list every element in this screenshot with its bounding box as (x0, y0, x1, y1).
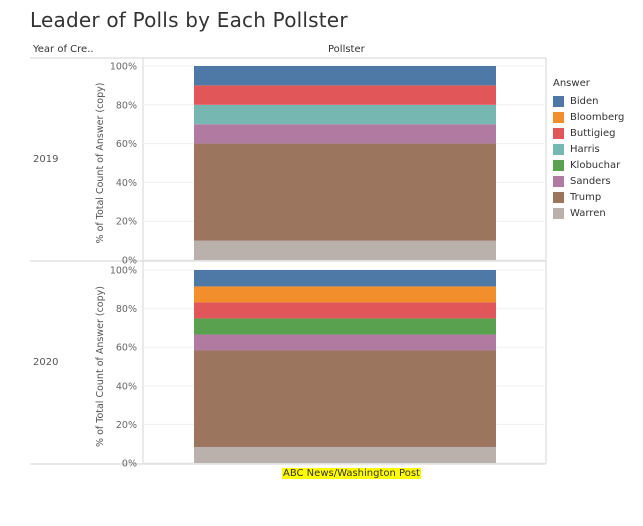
legend-swatch (553, 95, 564, 107)
bar-segment-2019-harris (194, 104, 496, 125)
legend-swatch (553, 175, 564, 187)
legend-swatch (553, 143, 564, 155)
bar-segment-2020-trump (194, 350, 496, 447)
y-axis-label: % of Total Count of Answer (copy) (95, 286, 106, 447)
legend-item-buttigieg: Buttigieg (553, 125, 624, 141)
row-label-2019: 2019 (33, 154, 59, 165)
legend-label: Klobuchar (570, 159, 621, 171)
bar-segment-2019-biden (194, 66, 496, 86)
legend-label: Buttigieg (570, 127, 616, 139)
legend-item-biden: Biden (553, 93, 624, 109)
y-tick-label: 20% (116, 420, 137, 431)
y-tick-label: 60% (116, 139, 137, 150)
legend-label: Warren (570, 207, 606, 219)
legend-item-sanders: Sanders (553, 173, 624, 189)
legend-label: Biden (570, 95, 599, 107)
y-tick-label: 20% (116, 217, 137, 228)
legend-item-warren: Warren (553, 205, 624, 221)
y-tick-label: 80% (116, 304, 137, 315)
legend-item-bloomberg: Bloomberg (553, 109, 624, 125)
legend-swatch (553, 191, 564, 203)
bar-segment-2020-biden (194, 270, 496, 287)
y-tick-label: 40% (116, 381, 137, 392)
chart-title: Leader of Polls by Each Pollster (30, 8, 348, 32)
legend-swatch (553, 111, 564, 123)
y-tick-label: 0% (122, 459, 137, 470)
legend-swatch (553, 207, 564, 219)
legend-title: Answer (553, 78, 590, 89)
row-header: Year of Cre.. (33, 44, 94, 55)
legend: Answer Biden Bloomberg Buttigieg Harris Klob… (553, 78, 624, 221)
legend-label: Sanders (570, 175, 611, 187)
y-tick-label: 100% (110, 62, 137, 73)
y-tick-label: 80% (116, 100, 137, 111)
bar-segment-2019-warren (194, 240, 496, 260)
legend-item-harris: Harris (553, 141, 624, 157)
row-label-2020: 2020 (33, 357, 59, 368)
bar-segment-2020-klobuchar (194, 318, 496, 335)
bar-segment-2020-sanders (194, 334, 496, 351)
legend-swatch (553, 159, 564, 171)
y-tick-label: 60% (116, 343, 137, 354)
y-tick-label: 100% (110, 266, 137, 277)
y-tick-label: 0% (122, 256, 137, 267)
legend-item-klobuchar: Klobuchar (553, 157, 624, 173)
bar-segment-2020-buttigieg (194, 302, 496, 319)
x-category-label: ABC News/Washington Post (282, 468, 421, 479)
y-tick-label: 40% (116, 178, 137, 189)
legend-label: Bloomberg (570, 111, 625, 123)
bar-segment-2019-buttigieg (194, 85, 496, 105)
bar-segment-2019-trump (194, 143, 496, 241)
bar-segment-2020-bloomberg (194, 286, 496, 303)
bar-segment-2019-sanders (194, 124, 496, 144)
legend-swatch (553, 127, 564, 139)
legend-item-trump: Trump (553, 189, 624, 205)
y-axis-label: % of Total Count of Answer (copy) (95, 83, 106, 244)
legend-label: Trump (570, 191, 602, 203)
legend-label: Harris (570, 143, 600, 155)
bar-segment-2020-warren (194, 446, 496, 463)
